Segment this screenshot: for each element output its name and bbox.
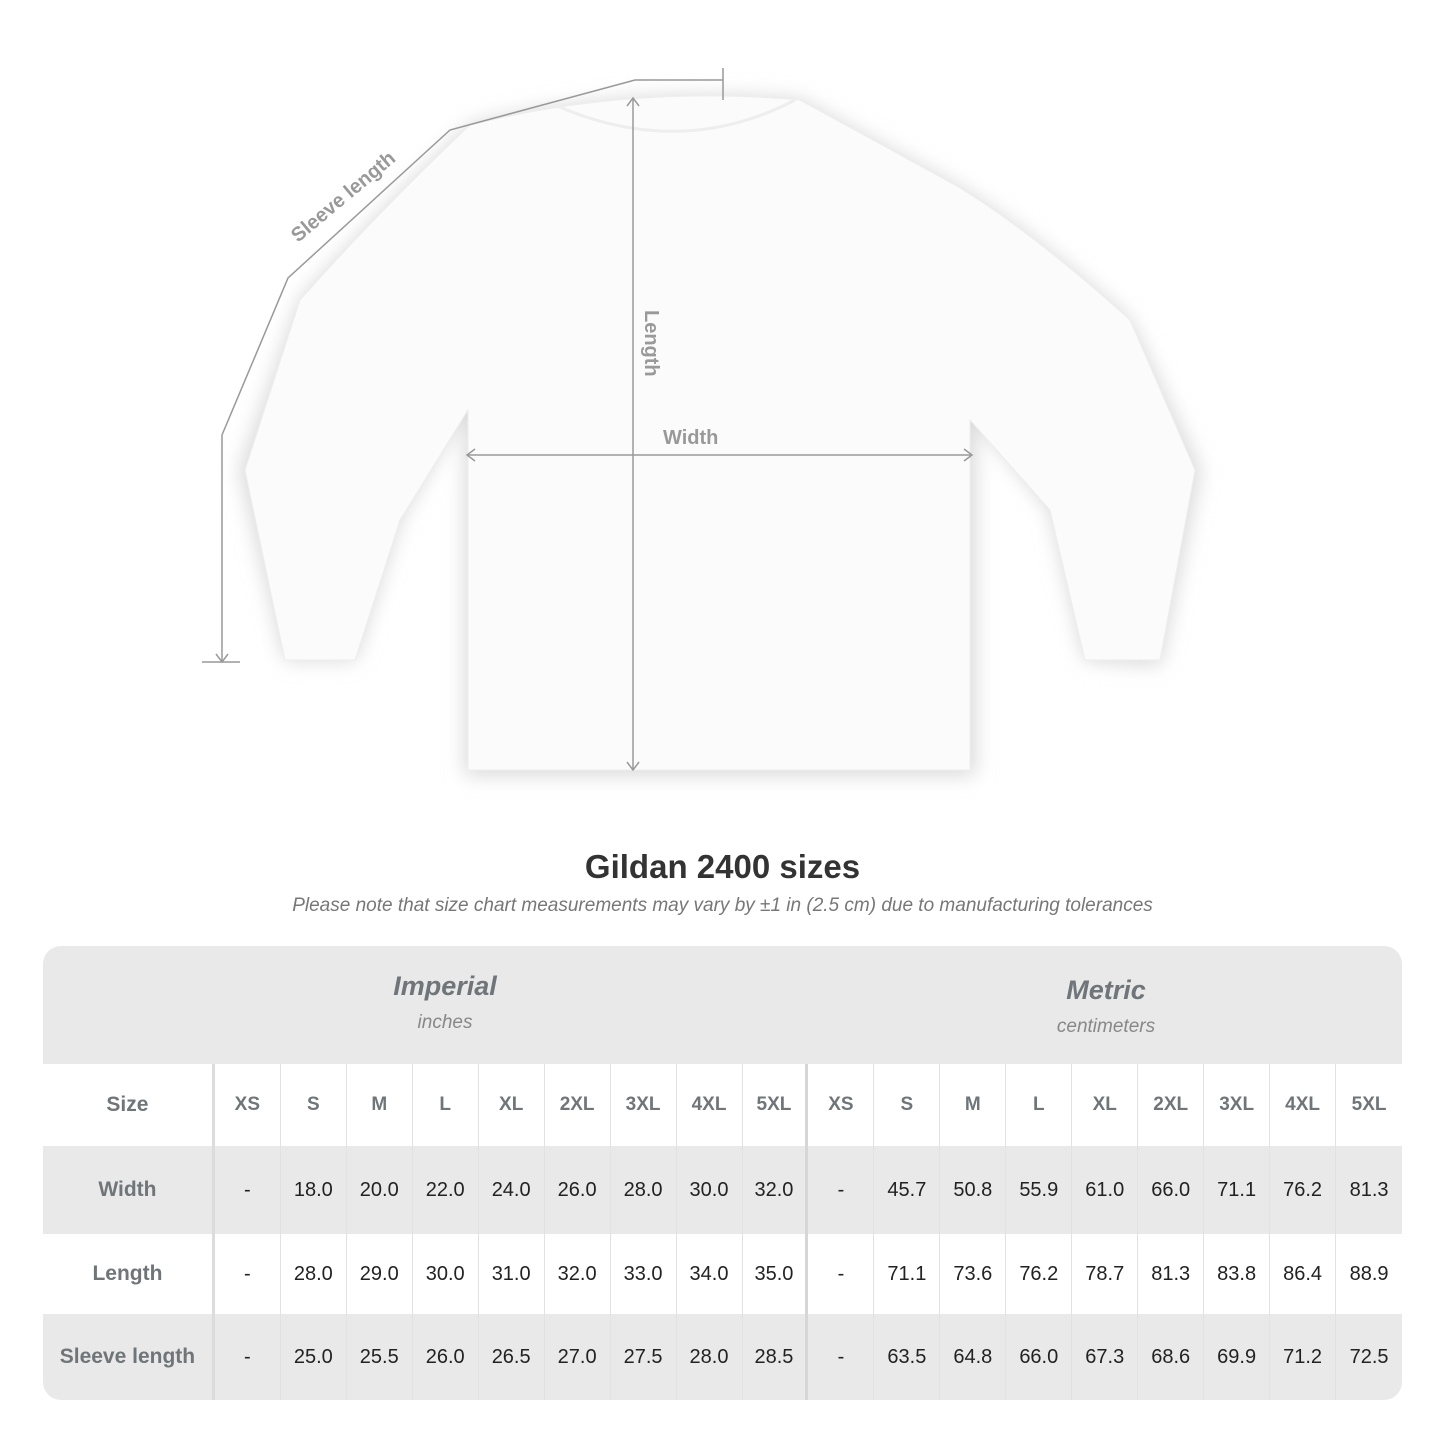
table-cell: 32.0 xyxy=(545,1234,611,1314)
table-row: Sleeve length -25.0 25.5 26.0 26.5 27.0 27.5 28… xyxy=(43,1314,1402,1400)
table-cell: 68.6 xyxy=(1138,1314,1205,1400)
table-cell: 26.0 xyxy=(413,1314,479,1400)
table-cell: 76.2 xyxy=(1006,1234,1073,1314)
table-cell: 29.0 xyxy=(347,1234,413,1314)
row-label: Width xyxy=(43,1146,215,1234)
table-cell: 4XL xyxy=(1270,1064,1337,1146)
table-cell: 69.9 xyxy=(1204,1314,1271,1400)
table-cell: XL xyxy=(479,1064,545,1146)
table-cell: 5XL xyxy=(1351,1094,1387,1115)
table-cell: 4XL xyxy=(677,1064,743,1146)
table-cell: - xyxy=(215,1146,281,1234)
row-label: Sleeve length xyxy=(43,1314,215,1400)
table-cell: 45.7 xyxy=(874,1146,941,1234)
size-header-row: Size XS S M L XL 2XL 3XL 4XL 5XL XS S M L XL 2XL 3XL 4XL 5… xyxy=(43,1064,1402,1146)
table-cell: XL xyxy=(1072,1064,1139,1146)
table-cell: M xyxy=(347,1064,413,1146)
metric-header: Metric centimeters xyxy=(809,975,1402,1038)
table-cell: 27.5 xyxy=(611,1314,677,1400)
table-cell: 73.6 xyxy=(940,1234,1007,1314)
table-cell: L xyxy=(1006,1064,1073,1146)
table-cell: XS xyxy=(215,1064,281,1146)
table-cell: 33.0 xyxy=(611,1234,677,1314)
table-cell: XS xyxy=(808,1064,875,1146)
metric-title: Metric xyxy=(1066,975,1146,1005)
table-cell: 66.0 xyxy=(1138,1146,1205,1234)
table-cell: 5XL xyxy=(743,1064,809,1146)
table-cell: M xyxy=(940,1064,1007,1146)
table-cell: 30.0 xyxy=(413,1234,479,1314)
table-cell: 86.4 xyxy=(1270,1234,1337,1314)
table-cell: 3XL xyxy=(1204,1064,1271,1146)
table-cell: 81.3 xyxy=(1138,1234,1205,1314)
table-cell: - xyxy=(215,1234,281,1314)
table-cell: 27.0 xyxy=(545,1314,611,1400)
sleeve-length-line xyxy=(221,79,723,662)
table-cell: 28.0 xyxy=(281,1234,347,1314)
table-row: Length -28.0 29.0 30.0 31.0 32.0 33.0 34.0 35.0-… xyxy=(43,1234,1402,1314)
table-cell: 3XL xyxy=(611,1064,677,1146)
neck-collar xyxy=(554,98,796,133)
table-cell: 30.0 xyxy=(677,1146,743,1234)
table-cell: L xyxy=(413,1064,479,1146)
table-cell: 18.0 xyxy=(281,1146,347,1234)
row-label: Length xyxy=(43,1234,215,1314)
table-cell: 31.0 xyxy=(479,1234,545,1314)
table-cell: S xyxy=(281,1064,347,1146)
table-cell: 83.8 xyxy=(1204,1234,1271,1314)
imperial-title: Imperial xyxy=(393,971,497,1001)
table-cell: 32.0 xyxy=(743,1146,809,1234)
table-cell: S xyxy=(874,1064,941,1146)
table-cell: 88.9 xyxy=(1349,1262,1389,1285)
table-cell: 25.5 xyxy=(347,1314,413,1400)
table-cell: 61.0 xyxy=(1072,1146,1139,1234)
table-cell: 2XL xyxy=(1138,1064,1205,1146)
metric-unit: centimeters xyxy=(1056,1016,1156,1037)
shirt-diagram: Sleeve length Length Width xyxy=(202,68,1200,776)
tolerance-note: Please note that size chart measurements… xyxy=(292,895,1153,916)
table-cell: 35.0 xyxy=(743,1234,809,1314)
table-cell: 76.2 xyxy=(1270,1146,1337,1234)
table-cell: - xyxy=(215,1314,281,1400)
table-cell: 22.0 xyxy=(413,1146,479,1234)
table-row: Width -18.0 20.0 22.0 24.0 26.0 28.0 30.0 32.0-4… xyxy=(43,1146,1402,1234)
table-cell: 28.0 xyxy=(677,1314,743,1400)
table-cell: 50.8 xyxy=(940,1146,1007,1234)
length-label: Length xyxy=(640,310,662,377)
table-cell: 66.0 xyxy=(1006,1314,1073,1400)
table-cell: 28.0 xyxy=(611,1146,677,1234)
table-cell: 20.0 xyxy=(347,1146,413,1234)
table-cell: 26.0 xyxy=(545,1146,611,1234)
table-cell: 2XL xyxy=(545,1064,611,1146)
imperial-header: Imperial inches xyxy=(215,971,675,1034)
table-cell: - xyxy=(808,1146,875,1234)
table-cell: 34.0 xyxy=(677,1234,743,1314)
table-cell: - xyxy=(808,1234,875,1314)
table-cell: 64.8 xyxy=(940,1314,1007,1400)
table-cell: 71.1 xyxy=(874,1234,941,1314)
table-cell: 81.3 xyxy=(1349,1178,1389,1201)
table-cell: - xyxy=(808,1314,875,1400)
table-cell: 55.9 xyxy=(1006,1146,1073,1234)
table-cell: 26.5 xyxy=(479,1314,545,1400)
table-cell: 25.0 xyxy=(281,1314,347,1400)
page-title: Gildan 2400 sizes xyxy=(584,848,861,885)
table-cell: 63.5 xyxy=(874,1314,941,1400)
table-cell: 78.7 xyxy=(1072,1234,1139,1314)
width-label: Width xyxy=(663,427,718,449)
row-label: Size xyxy=(43,1064,215,1146)
unit-header: Imperial inches Metric centimeters xyxy=(43,946,1402,1064)
size-table: Imperial inches Metric centimeters Size X… xyxy=(43,946,1402,1400)
imperial-unit: inches xyxy=(417,1012,473,1033)
shirt-body xyxy=(244,95,1196,771)
measure-lines xyxy=(202,68,974,772)
table-cell: 72.5 xyxy=(1349,1345,1389,1368)
table-cell: 28.5 xyxy=(743,1314,809,1400)
table-cell: 67.3 xyxy=(1072,1314,1139,1400)
table-cell: 24.0 xyxy=(479,1146,545,1234)
table-cell: 71.2 xyxy=(1270,1314,1337,1400)
table-cell: 71.1 xyxy=(1204,1146,1271,1234)
